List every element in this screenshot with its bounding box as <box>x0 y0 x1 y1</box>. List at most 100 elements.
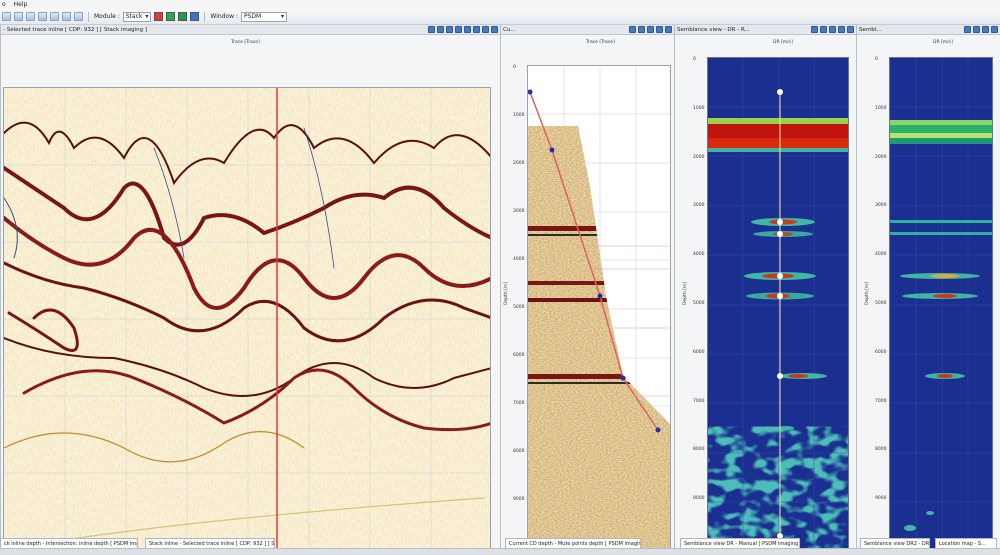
gather-plot[interactable] <box>527 65 671 551</box>
gather-seismic-image <box>528 66 670 550</box>
depth-tick-label: 9000 <box>513 497 525 502</box>
depth-tick-label: 4000 <box>693 252 705 258</box>
toolbar-separator <box>88 11 89 22</box>
zoom-icon[interactable] <box>629 26 636 33</box>
layers-icon[interactable] <box>464 26 471 33</box>
module-label: Module : <box>94 13 120 20</box>
semblance-1-plot[interactable] <box>707 57 849 551</box>
module-select[interactable]: Stack ▾ <box>122 11 152 22</box>
close-icon[interactable] <box>491 26 498 33</box>
layers-icon[interactable] <box>982 26 989 33</box>
save-icon[interactable] <box>26 12 35 21</box>
depth-tick-label: 6000 <box>875 349 887 355</box>
gather-ylabel: Depth [m] <box>504 281 509 305</box>
depth-tick-label: 5000 <box>513 305 525 310</box>
depth-tick-label: 9000 <box>875 496 887 502</box>
stack-depth-tab[interactable]: ck inline depth - Intersection: inline d… <box>0 538 138 550</box>
toolbar-separator <box>204 11 206 22</box>
depth-tick-label: 8000 <box>875 447 887 453</box>
semblance-1-ylabel: Depth [m] <box>683 281 688 305</box>
depth-tick-label: 2000 <box>875 154 887 160</box>
zoom-icon[interactable] <box>964 26 971 33</box>
semblance-2-status-tab[interactable]: Semblance view DR2 - DR <box>860 538 930 550</box>
run-button[interactable] <box>178 12 188 21</box>
pan-icon[interactable] <box>973 26 980 33</box>
depth-tick-label: 1000 <box>513 113 525 118</box>
depth-tick-label: 4000 <box>513 257 525 262</box>
semblance-panel-2: Sembl... DR [m/s] Depth [m] 0 1000 2000 300… <box>856 25 1000 555</box>
print-icon[interactable] <box>74 12 83 21</box>
chevron-down-icon: ▾ <box>280 13 284 20</box>
depth-tick-label: 5000 <box>693 301 705 306</box>
window-label: Window : <box>210 13 238 20</box>
gather-status-tab[interactable]: Current CD depth - Mute points depth [ P… <box>505 538 641 550</box>
new-icon[interactable] <box>2 12 11 21</box>
semblance-1-status-tab[interactable]: Semblance view DR - Manual [ PSDM imagin… <box>680 538 800 550</box>
semblance-2-plot[interactable] <box>889 57 993 551</box>
green-color-button[interactable] <box>166 12 176 21</box>
settings-button[interactable] <box>190 12 200 21</box>
stack-inline-tab[interactable]: Stack inline - Selected trace inline [ C… <box>145 538 275 550</box>
options-icon[interactable] <box>665 26 672 33</box>
depth-tick-label: 3000 <box>513 209 525 214</box>
stack-panel-tools <box>428 26 498 33</box>
semblance-1-image <box>708 58 848 550</box>
depth-tick-label: 1000 <box>693 105 705 111</box>
semblance-2-tools <box>964 26 998 33</box>
select-icon[interactable] <box>647 26 654 33</box>
pan-icon[interactable] <box>437 26 444 33</box>
depth-tick-label: 9000 <box>693 496 705 502</box>
depth-tick-label: 2000 <box>513 161 525 166</box>
gather-panel-tools <box>629 26 672 33</box>
stack-panel: - Selected trace inline [ CDP: 932 ] [ S… <box>0 25 500 555</box>
grid-icon[interactable] <box>38 12 47 21</box>
pan-icon[interactable] <box>820 26 827 33</box>
menu-item-help[interactable]: Help <box>13 1 28 8</box>
depth-tick-label: 1000 <box>875 105 887 111</box>
options-icon[interactable] <box>847 26 854 33</box>
semblance-2-image <box>890 58 992 550</box>
semblance-1-tools <box>811 26 854 33</box>
depth-tick-label: 0 <box>875 57 878 62</box>
semblance-panel-1: Semblance view - DR - R... DR [m/s] <box>674 25 856 555</box>
window-value: PSDM <box>243 13 262 20</box>
module-value: Stack <box>125 13 143 20</box>
location-map-tab[interactable]: Location map - S... <box>935 538 997 550</box>
stack-plot[interactable] <box>3 87 491 549</box>
chevron-down-icon: ▾ <box>145 13 149 20</box>
stack-seismic-image <box>4 88 490 548</box>
depth-tick-label: 3000 <box>875 203 887 209</box>
depth-tick-label: 4000 <box>875 252 887 258</box>
status-bar <box>0 548 1000 555</box>
options-icon[interactable] <box>482 26 489 33</box>
depth-tick-label: 0 <box>513 65 516 70</box>
layout-icon[interactable] <box>50 12 59 21</box>
zoom-icon[interactable] <box>811 26 818 33</box>
window-select[interactable]: PSDM ▾ <box>240 11 287 22</box>
depth-tick-label: 7000 <box>875 398 887 404</box>
options-icon[interactable] <box>991 26 998 33</box>
select-icon[interactable] <box>829 26 836 33</box>
export-icon[interactable] <box>62 12 71 21</box>
gather-panel-title: Cu... <box>501 25 674 35</box>
display-icon[interactable] <box>473 26 480 33</box>
menu-item-o[interactable]: o <box>2 1 6 8</box>
semblance-2-axis-title: DR [m/s] <box>933 40 953 45</box>
measure-icon[interactable] <box>455 26 462 33</box>
stack-axis-title: Trace [Trace] <box>231 40 260 45</box>
semblance-2-title: Sembl... <box>857 25 1000 35</box>
depth-tick-label: 8000 <box>693 447 705 453</box>
gather-axis-title: Trace [Trace] <box>586 40 615 45</box>
red-color-button[interactable] <box>154 12 164 21</box>
open-icon[interactable] <box>14 12 23 21</box>
pan-icon[interactable] <box>638 26 645 33</box>
layers-icon[interactable] <box>838 26 845 33</box>
semblance-1-title: Semblance view - DR - R... <box>675 25 856 35</box>
depth-tick-label: 0 <box>693 57 696 62</box>
depth-tick-label: 5000 <box>875 301 887 306</box>
depth-tick-label: 8000 <box>513 449 525 454</box>
zoom-icon[interactable] <box>428 26 435 33</box>
layers-icon[interactable] <box>656 26 663 33</box>
select-icon[interactable] <box>446 26 453 33</box>
depth-tick-label: 6000 <box>513 353 525 358</box>
